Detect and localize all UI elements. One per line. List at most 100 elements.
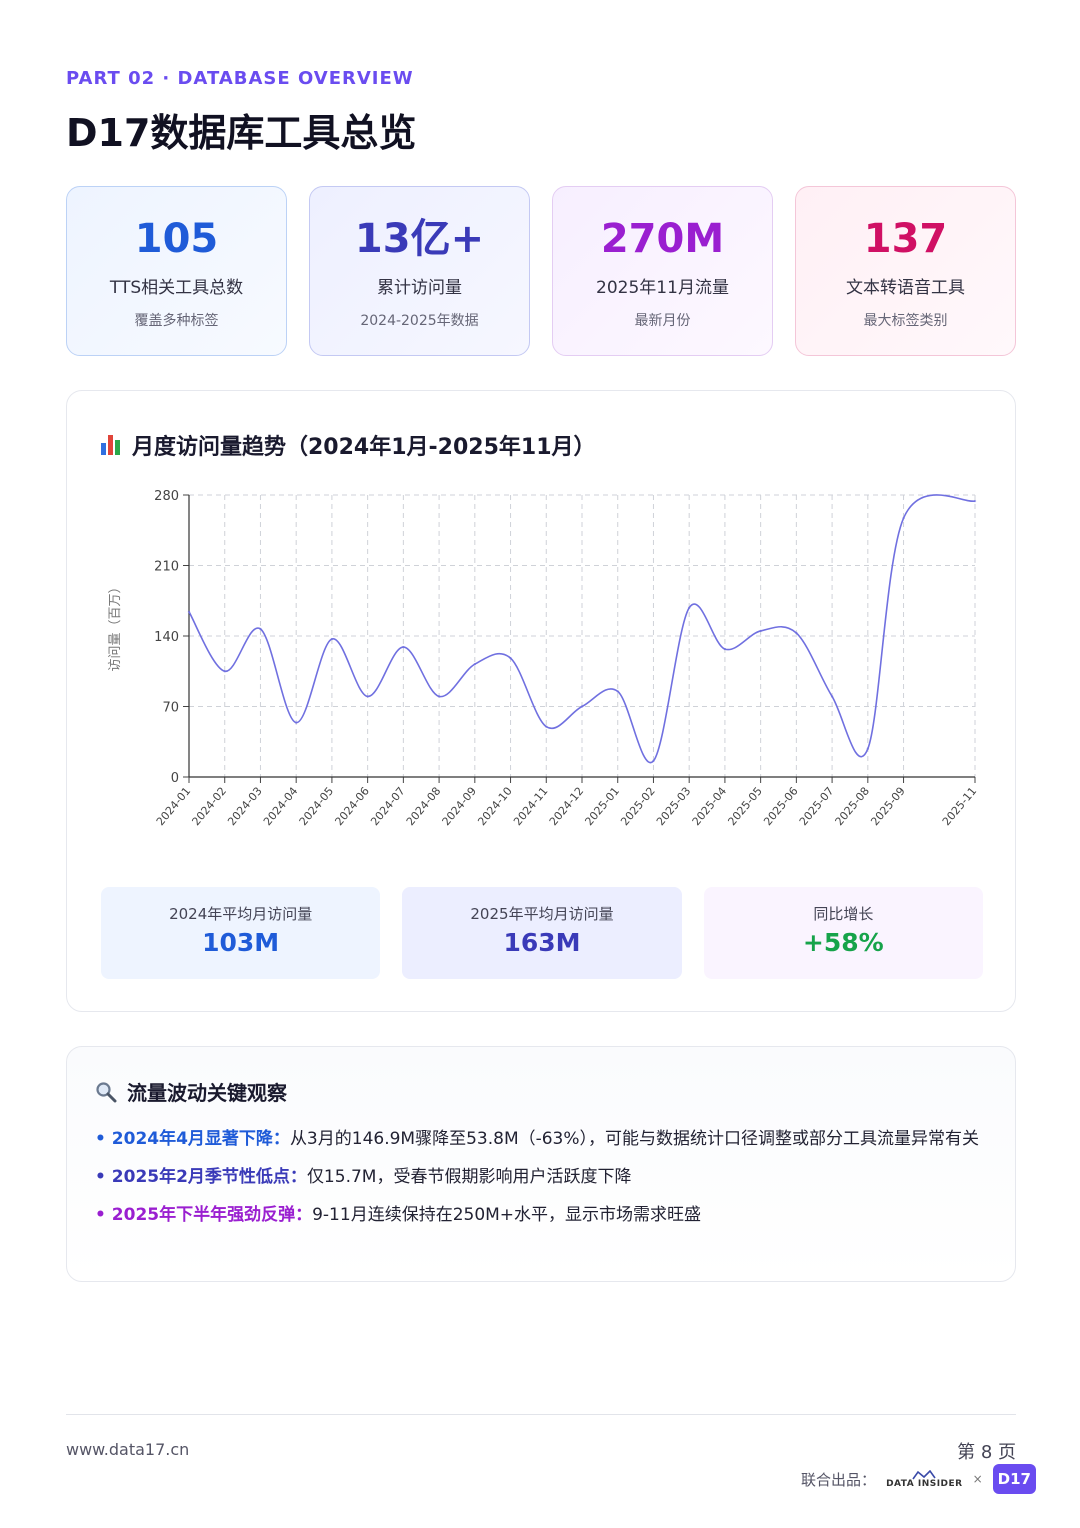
stat-label: 2025年11月流量 — [596, 278, 729, 298]
x-tick-label: 2024-04 — [261, 785, 301, 829]
x-tick-label: 2024-02 — [190, 785, 230, 829]
x-tick-label: 2024-03 — [225, 785, 265, 829]
insight-card: 流量波动关键观察 • 2024年4月显著下降：从3月的146.9M骤降至53.8… — [66, 1046, 1016, 1282]
data-point — [473, 663, 477, 666]
summary-label: 同比增长 — [813, 905, 874, 923]
insight-text: 从3月的146.9M骤降至53.8M（-63%），可能与数据统计口径调整或部分工… — [289, 1129, 980, 1149]
y-axis-label: 访问量（百万） — [108, 580, 123, 671]
stat-value: 13亿+ — [354, 216, 485, 262]
credits: 联合出品： DATA INSIDER × D17 — [801, 1464, 1036, 1494]
x-tick-label: 2025-08 — [833, 785, 873, 829]
data-point — [402, 645, 405, 649]
stat-sub: 最新月份 — [634, 313, 691, 329]
data-point — [259, 627, 262, 631]
data-point — [723, 647, 727, 651]
data-point — [223, 670, 226, 673]
insight-item: • 2024年4月显著下降：从3月的146.9M骤降至53.8M（-63%），可… — [95, 1125, 985, 1153]
data-point — [759, 629, 762, 633]
data-point — [366, 695, 369, 698]
stat-sub: 覆盖多种标签 — [134, 313, 219, 329]
insight-head: • 2024年4月显著下降： — [95, 1129, 290, 1149]
y-tick-label: 140 — [154, 630, 179, 645]
data-point — [330, 637, 334, 641]
insight-text: 仅15.7M，受春节假期影响用户活跃度下降 — [306, 1167, 632, 1187]
stat-value: 105 — [134, 216, 219, 262]
stats-row: 105 TTS相关工具总数 覆盖多种标签 13亿+ 累计访问量 2024-202… — [66, 186, 1016, 356]
insight-item: • 2025年下半年强劲反弹：9-11月连续保持在250M+水平，显示市场需求旺… — [95, 1201, 985, 1229]
insight-text: 9-11月连续保持在250M+水平，显示市场需求旺盛 — [312, 1205, 702, 1225]
insight-list: • 2024年4月显著下降：从3月的146.9M骤降至53.8M（-63%），可… — [95, 1125, 985, 1239]
x-tick-label: 2025-07 — [797, 785, 837, 829]
x-tick-label: 2024-06 — [332, 785, 372, 829]
x-tick-label: 2025-09 — [868, 785, 908, 829]
data-point — [509, 656, 512, 660]
page-number: 第 8 页 — [957, 1442, 1016, 1463]
x-tick-label: 2025-04 — [690, 785, 730, 829]
x-tick-label: 2024-08 — [404, 785, 444, 829]
y-tick-label: 210 — [154, 560, 179, 575]
x-tick-label: 2024-10 — [475, 785, 515, 829]
credit-label: 联合出品： — [801, 1470, 877, 1489]
summary-value: 103M — [202, 928, 280, 957]
stat-value: 137 — [863, 216, 948, 262]
x-tick-label: 2025-01 — [583, 785, 623, 829]
data-point — [294, 721, 298, 724]
stat-card-tts: 137 文本转语音工具 最大标签类别 — [795, 186, 1016, 356]
x-tick-label: 2025-02 — [618, 785, 658, 829]
summary-2024-avg: 2024年平均月访问量 103M — [101, 887, 381, 979]
stat-label: 累计访问量 — [377, 278, 462, 298]
chart-card: 月度访问量趋势（2024年1月-2025年11月） 0 70 140 210 280 20… — [66, 390, 1016, 1012]
x-tick-label: 2024-01 — [154, 785, 194, 829]
x-tick-label: 2024-12 — [547, 785, 587, 829]
x-tick-label: 2025-06 — [761, 785, 801, 829]
page-title: D17数据库工具总览 — [66, 111, 417, 155]
data-point — [545, 725, 548, 728]
summary-value: +58% — [802, 928, 884, 957]
data-point — [616, 690, 619, 693]
x-tick-label: 2025-11 — [940, 785, 980, 829]
x-tick-label: 2024-05 — [297, 785, 337, 829]
data-point — [902, 516, 905, 520]
footer-divider — [66, 1414, 1016, 1415]
data-insider-logo: DATA INSIDER — [886, 1469, 963, 1489]
bar-chart-icon — [101, 435, 120, 455]
summary-label: 2024年平均月访问量 — [169, 905, 313, 923]
data-point — [687, 606, 691, 609]
stat-card-visits: 13亿+ 累计访问量 2024-2025年数据 — [309, 186, 530, 356]
summary-yoy-growth: 同比增长 +58% — [703, 887, 983, 979]
y-tick-label: 0 — [171, 771, 179, 786]
stat-card-traffic: 270M 2025年11月流量 最新月份 — [552, 186, 773, 356]
part-label: PART 02 · DATABASE OVERVIEW — [66, 68, 414, 89]
line-chart: 0 70 140 210 280 2024-012024-022024-032024-04… — [108, 489, 980, 829]
x-tick-label: 2025-03 — [654, 785, 694, 829]
data-point — [437, 695, 441, 698]
data-point — [830, 695, 834, 698]
x-tick-label: 2024-11 — [511, 785, 551, 829]
data-insider-mark-icon — [912, 1469, 936, 1479]
insight-title-text: 流量波动关键观察 — [127, 1081, 287, 1105]
y-tick-label: 70 — [162, 701, 179, 716]
summary-label: 2025年平均月访问量 — [470, 905, 614, 923]
insight-item: • 2025年2月季节性低点：仅15.7M，受春节假期影响用户活跃度下降 — [95, 1163, 985, 1191]
insight-head: • 2025年下半年强劲反弹： — [95, 1205, 313, 1225]
stat-label: TTS相关工具总数 — [109, 278, 244, 298]
data-point — [580, 705, 584, 708]
stat-card-tools: 105 TTS相关工具总数 覆盖多种标签 — [66, 186, 287, 356]
data-point — [795, 631, 798, 635]
data-insider-text: DATA INSIDER — [886, 1478, 963, 1489]
chart-title: 月度访问量趋势（2024年1月-2025年11月） — [101, 429, 596, 461]
stat-value: 270M — [600, 216, 725, 262]
data-point — [973, 499, 977, 503]
data-point — [866, 747, 870, 750]
summary-2025-avg: 2025年平均月访问量 163M — [402, 887, 682, 979]
stat-label: 文本转语音工具 — [846, 278, 965, 298]
footer-url[interactable]: www.data17.cn — [66, 1440, 190, 1459]
x-tick-label: 2024-09 — [440, 785, 480, 829]
insight-title: 流量波动关键观察 — [95, 1077, 287, 1106]
x-tick-label: 2025-05 — [725, 785, 765, 829]
chart-title-text: 月度访问量趋势（2024年1月-2025年11月） — [132, 435, 596, 460]
summary-row: 2024年平均月访问量 103M 2025年平均月访问量 163M 同比增长 +… — [101, 887, 983, 979]
y-tick-label: 280 — [154, 489, 179, 504]
magnifier-icon — [96, 1081, 117, 1102]
x-tick-label: 2024-07 — [368, 785, 408, 829]
